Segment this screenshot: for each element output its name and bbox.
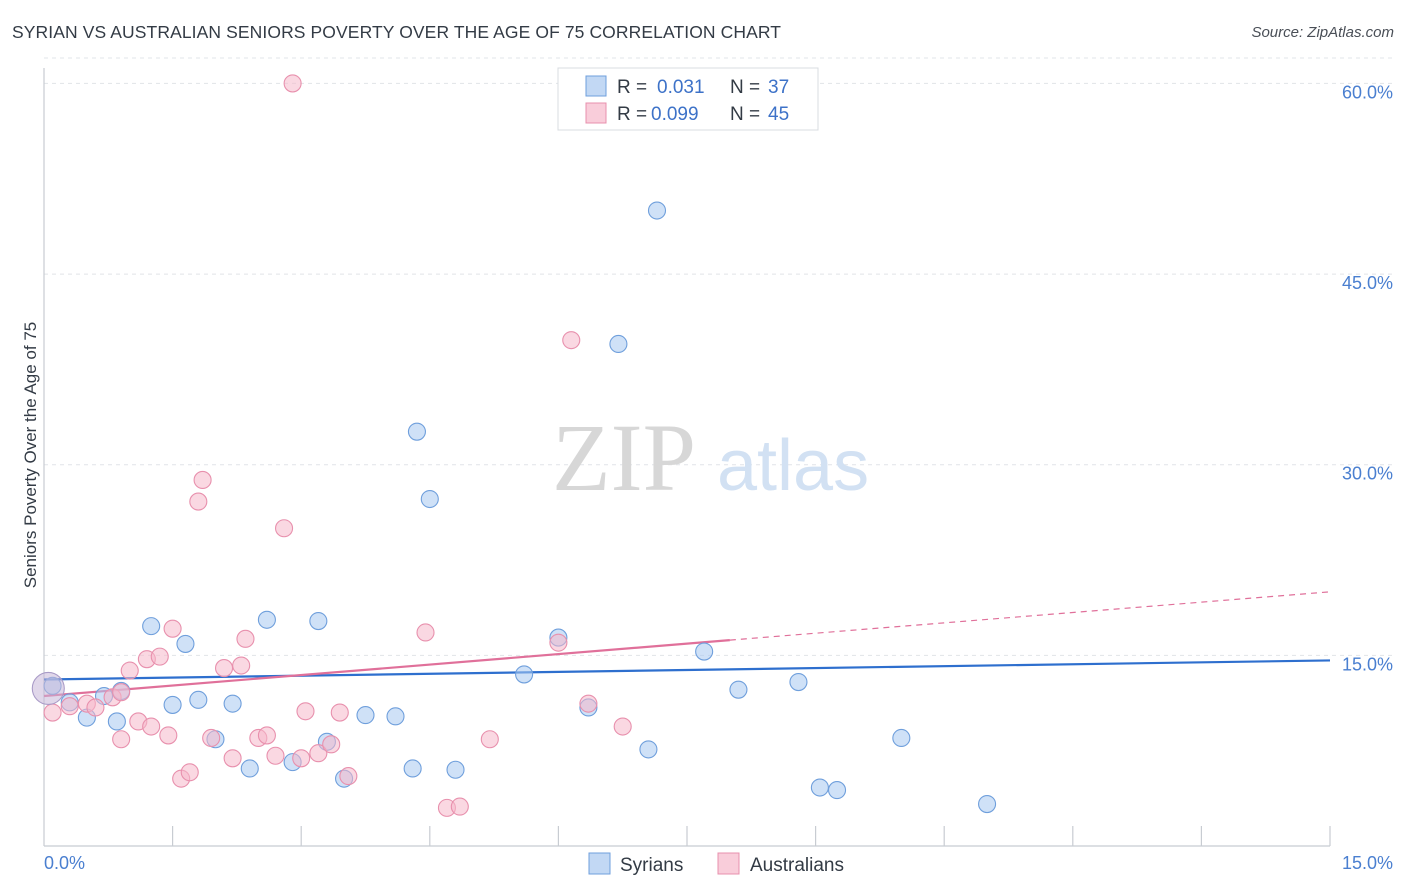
data-point-syrians <box>810 778 829 797</box>
data-point-syrians <box>257 610 276 629</box>
chart-title: SYRIAN VS AUSTRALIAN SENIORS POVERTY OVE… <box>12 22 782 42</box>
data-point-australians <box>142 717 161 736</box>
series-legend: Syrians Australians <box>588 852 844 876</box>
data-point-australians <box>189 492 208 511</box>
data-point-syrians <box>176 634 195 653</box>
stats-legend: R = 0.031 N = 37 R = 0.099 N = 45 <box>557 67 819 131</box>
data-point-syrians <box>639 740 658 759</box>
data-point-australians <box>214 659 234 678</box>
data-point-australians <box>450 797 469 816</box>
stats-legend-r-label: R = <box>617 104 647 125</box>
data-point-syrians <box>647 201 667 220</box>
y-tick-label: 30.0% <box>1342 464 1393 484</box>
data-point-australians <box>613 717 632 736</box>
x-tick-label-max: 15.0% <box>1342 853 1393 873</box>
data-point-australians <box>549 633 568 652</box>
trend-lines <box>43 591 1331 698</box>
trend-line-syrians <box>43 659 1331 681</box>
data-point-syrians <box>729 680 748 699</box>
data-point-australians <box>150 647 169 666</box>
series-legend-label-australians: Australians <box>750 855 844 876</box>
data-point-australians <box>275 519 294 538</box>
y-tick-label: 15.0% <box>1342 654 1393 674</box>
data-point-syrians <box>386 707 405 726</box>
data-point-australians <box>120 661 139 680</box>
data-point-syrians <box>609 334 628 354</box>
data-point-australians <box>339 767 358 786</box>
data-point-syrians <box>978 795 997 814</box>
stats-legend-n-value: 45 <box>768 104 789 125</box>
stats-legend-r-value: 0.031 <box>657 77 705 98</box>
data-point-australians <box>236 629 255 648</box>
data-point-syrians <box>163 695 182 714</box>
data-point-syrians <box>789 672 808 692</box>
data-point-australians <box>309 744 328 763</box>
x-tick-label-min: 0.0% <box>44 853 85 873</box>
data-point-australians <box>180 763 199 782</box>
data-point-australians <box>112 683 131 702</box>
series-legend-swatch-syrians <box>588 852 611 875</box>
series-legend-label-syrians: Syrians <box>620 855 683 876</box>
data-point-australians <box>416 623 435 642</box>
data-point-syrians <box>142 617 161 636</box>
watermark-atlas: atlas <box>717 426 869 506</box>
source-label: Source: ZipAtlas.com <box>1251 24 1394 41</box>
data-point-syrians <box>309 611 328 631</box>
data-point-australians <box>283 74 302 93</box>
y-axis-title: Seniors Poverty Over the Age of 75 <box>21 322 40 588</box>
y-tick-labels: 15.0% 30.0% 45.0% 60.0% <box>1342 82 1393 674</box>
data-point-australians <box>159 726 178 745</box>
trend-line-australians <box>43 639 730 698</box>
series-legend-swatch-australians <box>717 852 740 875</box>
stats-legend-n-value: 37 <box>768 77 789 98</box>
data-point-australians <box>330 703 349 722</box>
data-point-australians <box>562 331 581 350</box>
y-tick-label: 60.0% <box>1342 82 1393 102</box>
data-point-syrians <box>107 712 126 731</box>
data-point-australians <box>193 470 212 490</box>
data-point-australians <box>266 746 285 765</box>
watermark: ZIP atlas <box>552 404 869 511</box>
data-point-syrians <box>223 694 242 713</box>
data-point-syrians <box>695 642 714 661</box>
data-point-australians <box>292 749 311 768</box>
data-points <box>31 74 997 817</box>
data-point-cluster <box>31 671 65 705</box>
y-tick-label: 45.0% <box>1342 273 1393 293</box>
grid-lines <box>44 57 1393 656</box>
watermark-zip: ZIP <box>552 404 696 511</box>
data-point-australians <box>202 728 221 748</box>
data-point-australians <box>86 698 105 717</box>
x-ticks <box>172 826 1331 846</box>
data-point-syrians <box>827 781 847 800</box>
data-point-australians <box>232 656 251 675</box>
data-point-australians <box>43 703 62 722</box>
data-point-australians <box>322 735 341 754</box>
data-point-syrians <box>515 665 534 684</box>
data-point-australians <box>223 749 242 768</box>
data-point-australians <box>257 726 276 745</box>
stats-legend-n-label: N = <box>730 104 760 125</box>
data-point-australians <box>112 730 131 749</box>
data-point-syrians <box>420 489 439 509</box>
data-point-australians <box>163 619 182 638</box>
stats-legend-swatch-syrians <box>585 75 607 97</box>
data-point-australians <box>579 694 598 713</box>
data-point-syrians <box>189 690 208 709</box>
stats-legend-r-label: R = <box>617 77 647 98</box>
data-point-australians <box>480 730 499 749</box>
data-point-syrians <box>407 422 426 441</box>
data-point-syrians <box>892 728 911 748</box>
data-point-syrians <box>403 759 422 778</box>
trend-line-australians-extension <box>729 591 1331 641</box>
data-point-syrians <box>240 759 259 778</box>
data-point-syrians <box>356 706 375 725</box>
stats-legend-swatch-australians <box>585 102 607 124</box>
data-point-syrians <box>446 760 465 779</box>
stats-legend-n-label: N = <box>730 77 760 98</box>
data-point-australians <box>60 697 79 716</box>
data-point-australians <box>296 702 315 721</box>
stats-legend-r-value: 0.099 <box>651 104 699 125</box>
